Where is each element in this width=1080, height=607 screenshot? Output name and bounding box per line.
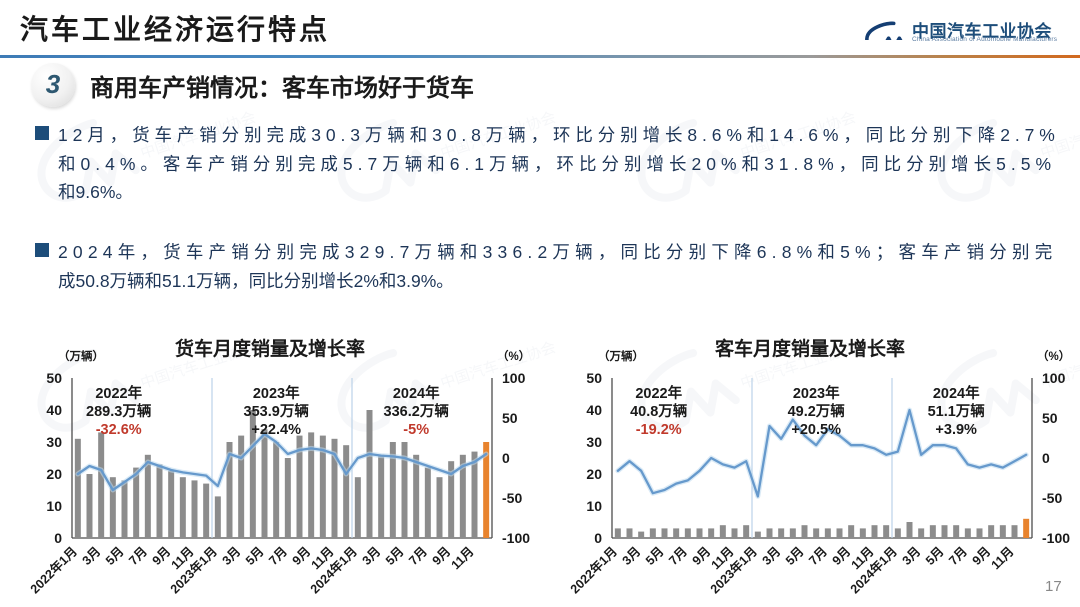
svg-text:11月: 11月 [989,544,1017,572]
svg-text:50: 50 [46,370,62,386]
svg-text:-50: -50 [1042,490,1062,506]
svg-text:49.2万辆: 49.2万辆 [788,402,846,420]
svg-text:5月: 5月 [643,544,667,568]
svg-text:0: 0 [594,530,602,546]
svg-text:10: 10 [46,498,62,514]
svg-text:30: 30 [46,434,62,450]
svg-text:20: 20 [586,466,602,482]
svg-text:2022年1月: 2022年1月 [567,544,620,597]
svg-text:5月: 5月 [103,544,127,568]
svg-text:3月: 3月 [620,544,644,568]
svg-text:2022年: 2022年 [95,384,142,402]
svg-text:2022年: 2022年 [635,384,682,402]
svg-text:2024年: 2024年 [933,384,980,402]
svg-text:7月: 7月 [266,544,290,568]
svg-text:-50: -50 [502,490,522,506]
svg-text:5月: 5月 [783,544,807,568]
svg-text:3月: 3月 [80,544,104,568]
svg-text:50: 50 [1042,410,1058,426]
svg-text:+20.5%: +20.5% [791,422,841,438]
svg-text:3月: 3月 [760,544,784,568]
svg-text:7月: 7月 [126,544,150,568]
svg-text:353.9万辆: 353.9万辆 [244,402,310,420]
svg-text:+3.9%: +3.9% [935,422,977,438]
svg-text:40.8万辆: 40.8万辆 [630,402,688,420]
svg-text:40: 40 [586,402,602,418]
svg-text:11月: 11月 [449,544,477,572]
svg-text:5月: 5月 [383,544,407,568]
svg-text:2024年: 2024年 [393,384,440,402]
svg-text:100: 100 [1042,370,1066,386]
svg-text:20: 20 [46,466,62,482]
svg-text:100: 100 [502,370,526,386]
svg-text:7月: 7月 [406,544,430,568]
svg-text:3月: 3月 [900,544,924,568]
svg-text:-100: -100 [1042,530,1070,546]
svg-text:3月: 3月 [220,544,244,568]
svg-text:-19.2%: -19.2% [636,422,682,438]
svg-text:50: 50 [586,370,602,386]
svg-text:0: 0 [502,450,510,466]
svg-text:289.3万辆: 289.3万辆 [86,402,152,420]
svg-text:10: 10 [586,498,602,514]
svg-text:-32.6%: -32.6% [96,422,142,438]
svg-text:7月: 7月 [666,544,690,568]
svg-text:30: 30 [586,434,602,450]
svg-text:3月: 3月 [360,544,384,568]
svg-text:5月: 5月 [923,544,947,568]
svg-text:7月: 7月 [946,544,970,568]
svg-text:50: 50 [502,410,518,426]
svg-text:2022年1月: 2022年1月 [27,544,80,597]
svg-text:+22.4%: +22.4% [251,422,301,438]
svg-text:7月: 7月 [806,544,830,568]
svg-text:-5%: -5% [403,422,429,438]
svg-text:5月: 5月 [243,544,267,568]
svg-text:51.1万辆: 51.1万辆 [928,402,986,420]
svg-text:40: 40 [46,402,62,418]
svg-text:336.2万辆: 336.2万辆 [384,402,450,420]
svg-text:0: 0 [54,530,62,546]
svg-text:0: 0 [1042,450,1050,466]
svg-text:2023年: 2023年 [253,384,300,402]
svg-text:-100: -100 [502,530,530,546]
svg-text:2023年: 2023年 [793,384,840,402]
